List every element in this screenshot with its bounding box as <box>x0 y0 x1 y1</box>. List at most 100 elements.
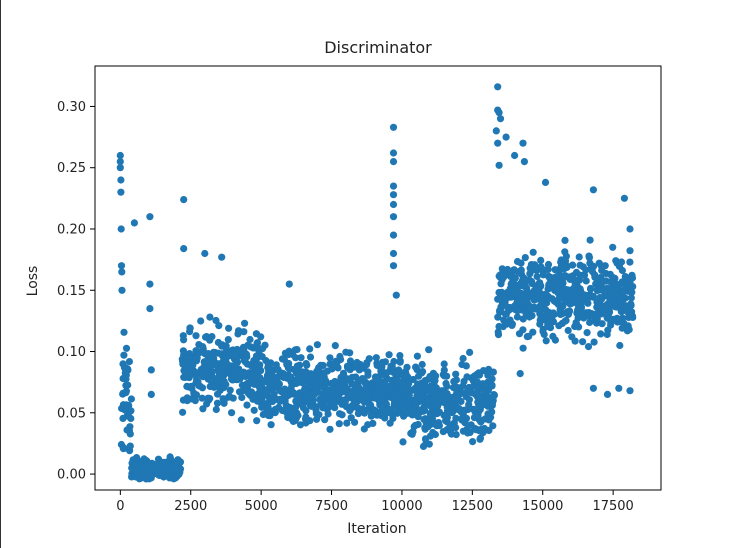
data-point <box>214 366 222 374</box>
data-point <box>148 459 156 467</box>
data-point <box>396 358 404 366</box>
data-point <box>173 459 181 467</box>
data-point-outlier <box>495 109 503 117</box>
data-point <box>199 373 207 381</box>
data-point <box>618 266 627 275</box>
data-point-outlier <box>496 115 505 123</box>
data-point <box>517 259 525 267</box>
data-point <box>618 278 626 286</box>
data-point <box>330 360 338 368</box>
data-point <box>459 382 467 390</box>
data-point <box>377 388 385 396</box>
data-point <box>403 363 411 371</box>
data-point <box>542 306 550 314</box>
data-point <box>474 412 482 420</box>
data-point <box>185 351 193 359</box>
data-point <box>477 418 485 426</box>
data-point <box>218 342 226 350</box>
data-point-outlier <box>389 191 398 199</box>
data-point <box>387 382 395 390</box>
data-point <box>193 375 201 384</box>
data-point-outlier <box>389 123 398 131</box>
data-point <box>331 377 339 386</box>
x-tick-label: 12500 <box>452 499 493 514</box>
data-point <box>490 392 498 400</box>
data-point <box>193 354 201 362</box>
data-point <box>521 297 530 305</box>
data-point <box>303 394 311 402</box>
data-point <box>262 378 271 386</box>
data-point <box>292 354 300 362</box>
data-point <box>287 373 295 381</box>
data-point <box>425 387 433 395</box>
data-point <box>207 360 216 368</box>
data-point <box>219 395 227 403</box>
data-point <box>208 382 217 391</box>
data-point <box>337 355 345 364</box>
data-point <box>299 404 307 412</box>
data-point <box>435 408 443 416</box>
data-point-outlier <box>502 133 510 141</box>
data-point <box>495 322 503 331</box>
data-point <box>241 319 249 327</box>
data-point <box>197 317 205 325</box>
data-point <box>443 403 451 411</box>
data-point <box>208 355 216 363</box>
data-point-outlier <box>180 245 188 253</box>
data-point <box>459 354 467 363</box>
data-point <box>240 356 248 364</box>
data-point <box>466 348 474 356</box>
data-point <box>304 383 313 391</box>
data-point <box>348 402 356 410</box>
data-point-outlier <box>167 464 175 472</box>
data-point <box>119 414 127 422</box>
data-point <box>483 393 491 402</box>
plot-area-frame <box>94 65 662 491</box>
data-point <box>545 280 553 288</box>
data-point <box>525 313 534 321</box>
data-point <box>390 402 398 410</box>
y-tick-label: 0.25 <box>57 161 86 176</box>
data-point <box>519 275 527 283</box>
x-tick-label: 2500 <box>174 499 207 514</box>
data-point <box>315 411 323 419</box>
data-point <box>198 384 207 392</box>
data-point <box>302 360 310 368</box>
data-point <box>476 435 484 443</box>
data-point <box>434 402 442 410</box>
data-point <box>126 430 134 438</box>
data-point <box>521 254 529 262</box>
data-point <box>590 338 598 346</box>
x-axis-ticks: 0 2500 5000 7500 10000 12500 15000 17500 <box>116 490 634 514</box>
data-point <box>586 318 594 327</box>
data-point <box>199 405 207 413</box>
data-point <box>431 385 439 393</box>
data-point <box>529 248 537 256</box>
data-point <box>335 420 343 428</box>
data-point-outlier <box>118 286 126 294</box>
data-point <box>421 435 430 443</box>
data-point <box>250 406 258 414</box>
data-point <box>238 381 246 389</box>
data-point <box>424 375 432 383</box>
data-point <box>281 385 289 393</box>
data-point <box>317 361 325 369</box>
data-point <box>192 391 200 399</box>
data-point <box>584 299 592 307</box>
data-point <box>266 412 274 420</box>
data-point <box>627 294 635 302</box>
data-point <box>258 345 267 353</box>
data-point <box>346 389 354 397</box>
data-point <box>496 308 504 316</box>
data-point <box>371 394 379 402</box>
data-point-outlier <box>603 390 612 398</box>
data-point <box>415 372 423 380</box>
data-point <box>212 316 220 325</box>
data-point <box>585 312 593 321</box>
data-point-outlier <box>147 366 155 374</box>
data-point <box>127 407 135 415</box>
data-point <box>529 266 537 274</box>
data-point <box>119 445 127 453</box>
data-point <box>140 455 148 463</box>
data-point <box>192 332 200 340</box>
